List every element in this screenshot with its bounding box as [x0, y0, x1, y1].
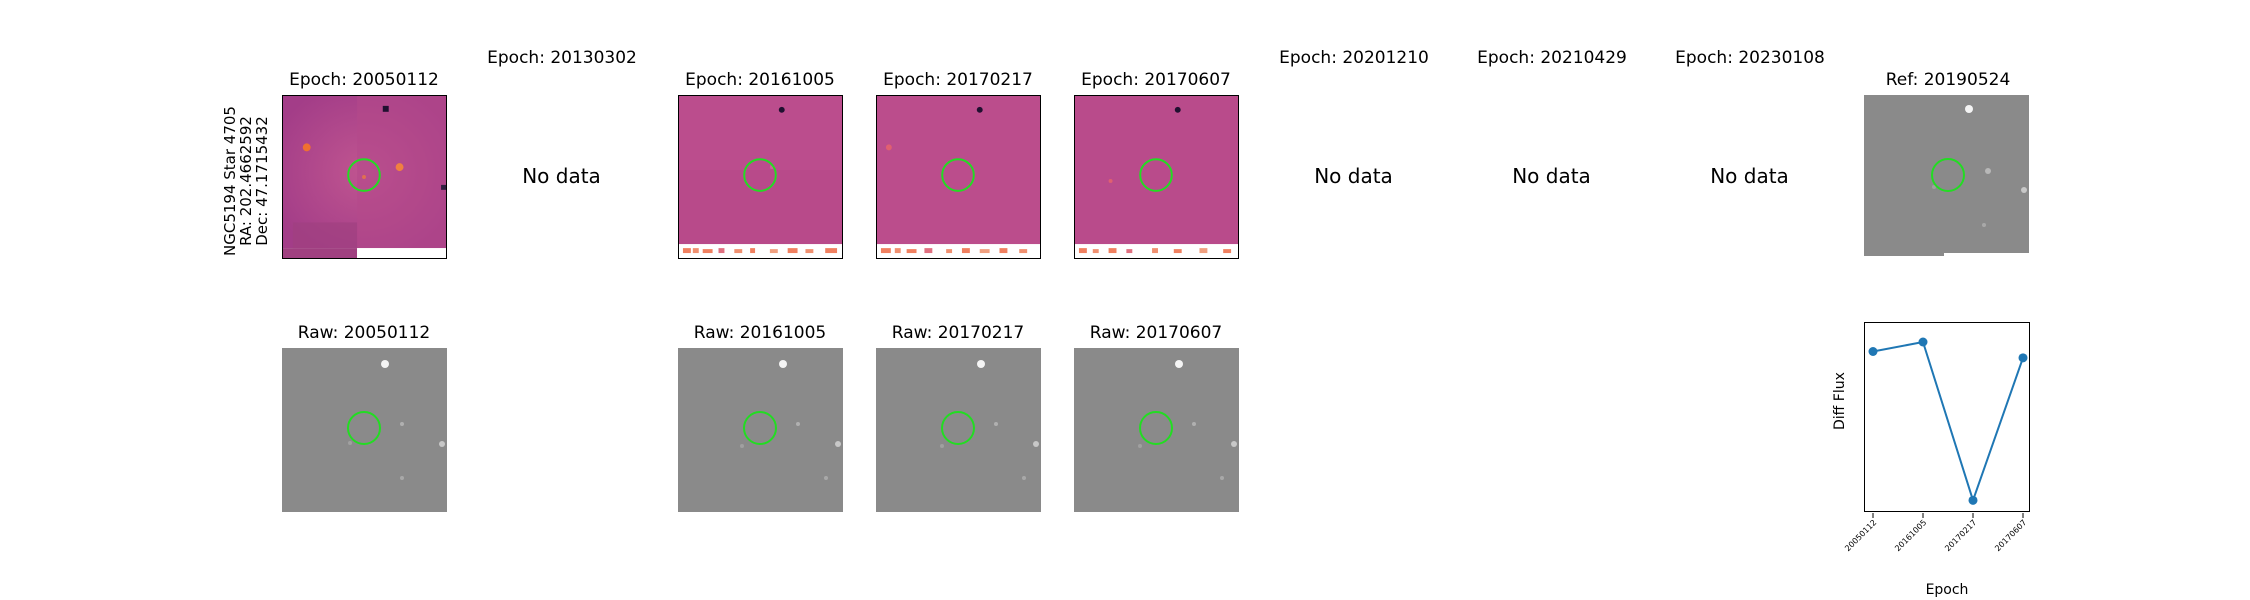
epoch-title-3: Epoch: 20170217 [883, 70, 1033, 90]
epoch-title-5: Epoch: 20201210 [1279, 48, 1429, 68]
raw-title-0: Raw: 20050112 [297, 323, 431, 343]
aperture-circle [347, 411, 381, 445]
aperture-circle [743, 158, 777, 192]
light-curve-svg [1868, 337, 2028, 518]
aperture-circle [1931, 158, 1965, 192]
light-curve-xlabel: Epoch [1925, 582, 1969, 598]
aperture-circle [1139, 411, 1173, 445]
diff-image-20050112 [282, 95, 447, 259]
data-point [2018, 353, 2028, 363]
epoch-title-0: Epoch: 20050112 [289, 70, 439, 90]
epoch-title-2: Epoch: 20161005 [685, 70, 835, 90]
no-data-label-7: No data [1710, 164, 1789, 188]
aperture-circle [1139, 158, 1173, 192]
aperture-circle [347, 158, 381, 192]
epoch-title-4: Epoch: 20170607 [1081, 70, 1231, 90]
x-tick-label: 20050112 [1843, 518, 1879, 554]
diff-image-20170217 [876, 95, 1041, 259]
star-name: NGC5194 Star 4705 [221, 106, 239, 256]
aperture-circle [941, 158, 975, 192]
data-point [1868, 347, 1878, 356]
light-curve-ylabel: Diff Flux [1832, 372, 1848, 430]
data-point [1968, 495, 1978, 505]
raw-title-3: Raw: 20170607 [1089, 323, 1223, 343]
aperture-circle [941, 411, 975, 445]
no-data-label-6: No data [1512, 164, 1591, 188]
star-ra: RA: 202.4662592 [237, 116, 255, 246]
aperture-circle [743, 411, 777, 445]
star-dec: Dec: 47.1715432 [253, 116, 271, 246]
raw-title-1: Raw: 20161005 [693, 323, 827, 343]
no-data-label-1: No data [522, 164, 601, 188]
epoch-title-6: Epoch: 20210429 [1477, 48, 1627, 68]
raw-title-2: Raw: 20170217 [891, 323, 1025, 343]
no-data-label-5: No data [1314, 164, 1393, 188]
epoch-title-7: Epoch: 20230108 [1675, 48, 1825, 68]
raw-image-20050112 [282, 348, 447, 512]
raw-image-20170607 [1074, 348, 1239, 512]
epoch-title-1: Epoch: 20130302 [487, 48, 637, 68]
ref-title: Ref: 20190524 [1885, 70, 2011, 90]
ref-image-20190524 [1864, 95, 2029, 259]
raw-image-20161005 [678, 348, 843, 512]
data-point [1918, 337, 1928, 347]
x-tick-label: 20170217 [1943, 518, 1979, 554]
raw-image-20170217 [876, 348, 1041, 512]
x-tick-label: 20161005 [1893, 518, 1929, 554]
diff-image-20161005 [678, 95, 843, 259]
diff-image-20170607 [1074, 95, 1239, 259]
light-curve-plot [1864, 322, 2030, 518]
x-tick-label: 20170607 [1993, 518, 2029, 554]
series-line [1872, 340, 2024, 504]
